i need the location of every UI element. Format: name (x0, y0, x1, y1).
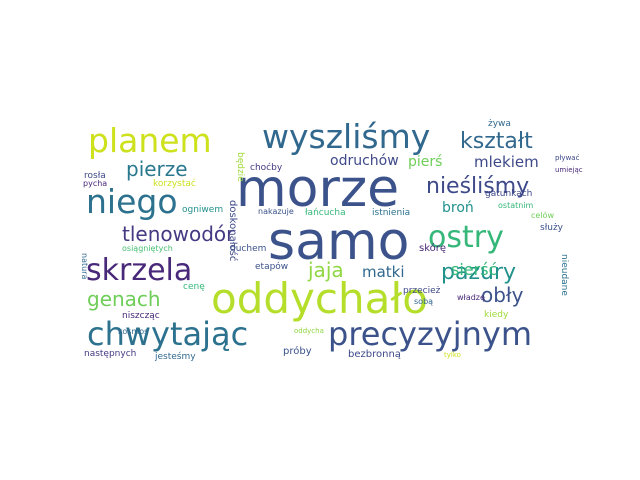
word-cloud-word: łańcucha (305, 208, 346, 218)
word-cloud-word: precyzyjnym (328, 315, 532, 353)
word-cloud-word: odruchów (330, 153, 399, 169)
word-cloud-word: ostry (428, 220, 504, 255)
word-cloud-word: morze (236, 159, 399, 219)
word-cloud-word: skrzela (86, 253, 192, 288)
word-cloud-word: osiągniętych (122, 244, 173, 253)
word-cloud-word: władzę (457, 293, 485, 302)
word-cloud-word: choćby (250, 162, 283, 173)
word-cloud-word: próby (283, 345, 312, 357)
word-cloud-word: natura (80, 253, 89, 279)
word-cloud-word: pazury (441, 260, 516, 285)
word-cloud-word: tlenowodór (122, 222, 235, 246)
word-cloud-word: chwytając (87, 315, 248, 353)
word-cloud-word: duchem (230, 244, 266, 254)
word-cloud-word: matki (362, 263, 405, 281)
word-cloud-word: następnych (84, 349, 136, 359)
word-cloud-word: obły (481, 283, 524, 307)
word-cloud-word: samo (268, 212, 409, 272)
word-cloud-word: będzie (235, 152, 245, 182)
word-cloud-word: cenę (183, 282, 205, 292)
word-cloud-word: pycha (83, 179, 107, 188)
word-cloud-word: rosła (84, 171, 106, 181)
word-cloud-word: umiejąc (555, 166, 583, 174)
word-cloud-word: żywa (488, 119, 511, 129)
word-cloud-word: broń (442, 200, 474, 216)
word-cloud-word: kiedy (484, 310, 509, 320)
word-cloud-word: nakazuje (258, 207, 294, 216)
word-cloud-word: planem (88, 121, 212, 160)
word-cloud-word: mlekiem (474, 153, 539, 171)
word-cloud-word: przecież (403, 286, 441, 296)
word-cloud-word: sobą (414, 297, 433, 306)
word-cloud-word: nieudane (559, 254, 569, 296)
word-cloud-word: gatunkach (485, 189, 532, 199)
word-cloud-word: pierze (126, 157, 188, 181)
word-cloud-word: kształt (460, 129, 533, 154)
word-cloud-word: sierść (451, 260, 497, 279)
word-cloud-word: genach (87, 287, 161, 311)
word-cloud-word: pierś (408, 154, 442, 170)
word-cloud-word: celów (531, 210, 554, 220)
word-cloud-word: pływać (555, 154, 580, 162)
word-cloud-word: korzystać (153, 178, 196, 189)
word-cloud-word: ostatnim (498, 201, 534, 210)
word-cloud-word: skórę (419, 242, 446, 254)
word-cloud-word: tylko (444, 351, 461, 359)
word-cloud-word: etapów (255, 261, 288, 272)
word-cloud-word: wyszliśmy (262, 117, 430, 156)
word-cloud-word: niego (86, 182, 178, 221)
word-cloud-word: służy (540, 223, 564, 233)
word-cloud-word: ogniwem (182, 205, 223, 215)
word-cloud-word: oddycha (294, 327, 324, 335)
word-cloud-word: istnienia (372, 208, 410, 218)
word-cloud-word: nieśliśmy (426, 174, 529, 199)
word-cloud-word: bezbronną (348, 349, 401, 360)
word-cloud-word: niszcząc (122, 311, 160, 321)
word-cloud-word: jesteśmy (154, 351, 196, 362)
word-cloud-word: jaja (307, 258, 344, 282)
word-cloud-word: kosmos (118, 327, 148, 336)
word-cloud-word: oddychało (211, 274, 428, 323)
word-cloud-word: doskonałość (227, 200, 239, 261)
